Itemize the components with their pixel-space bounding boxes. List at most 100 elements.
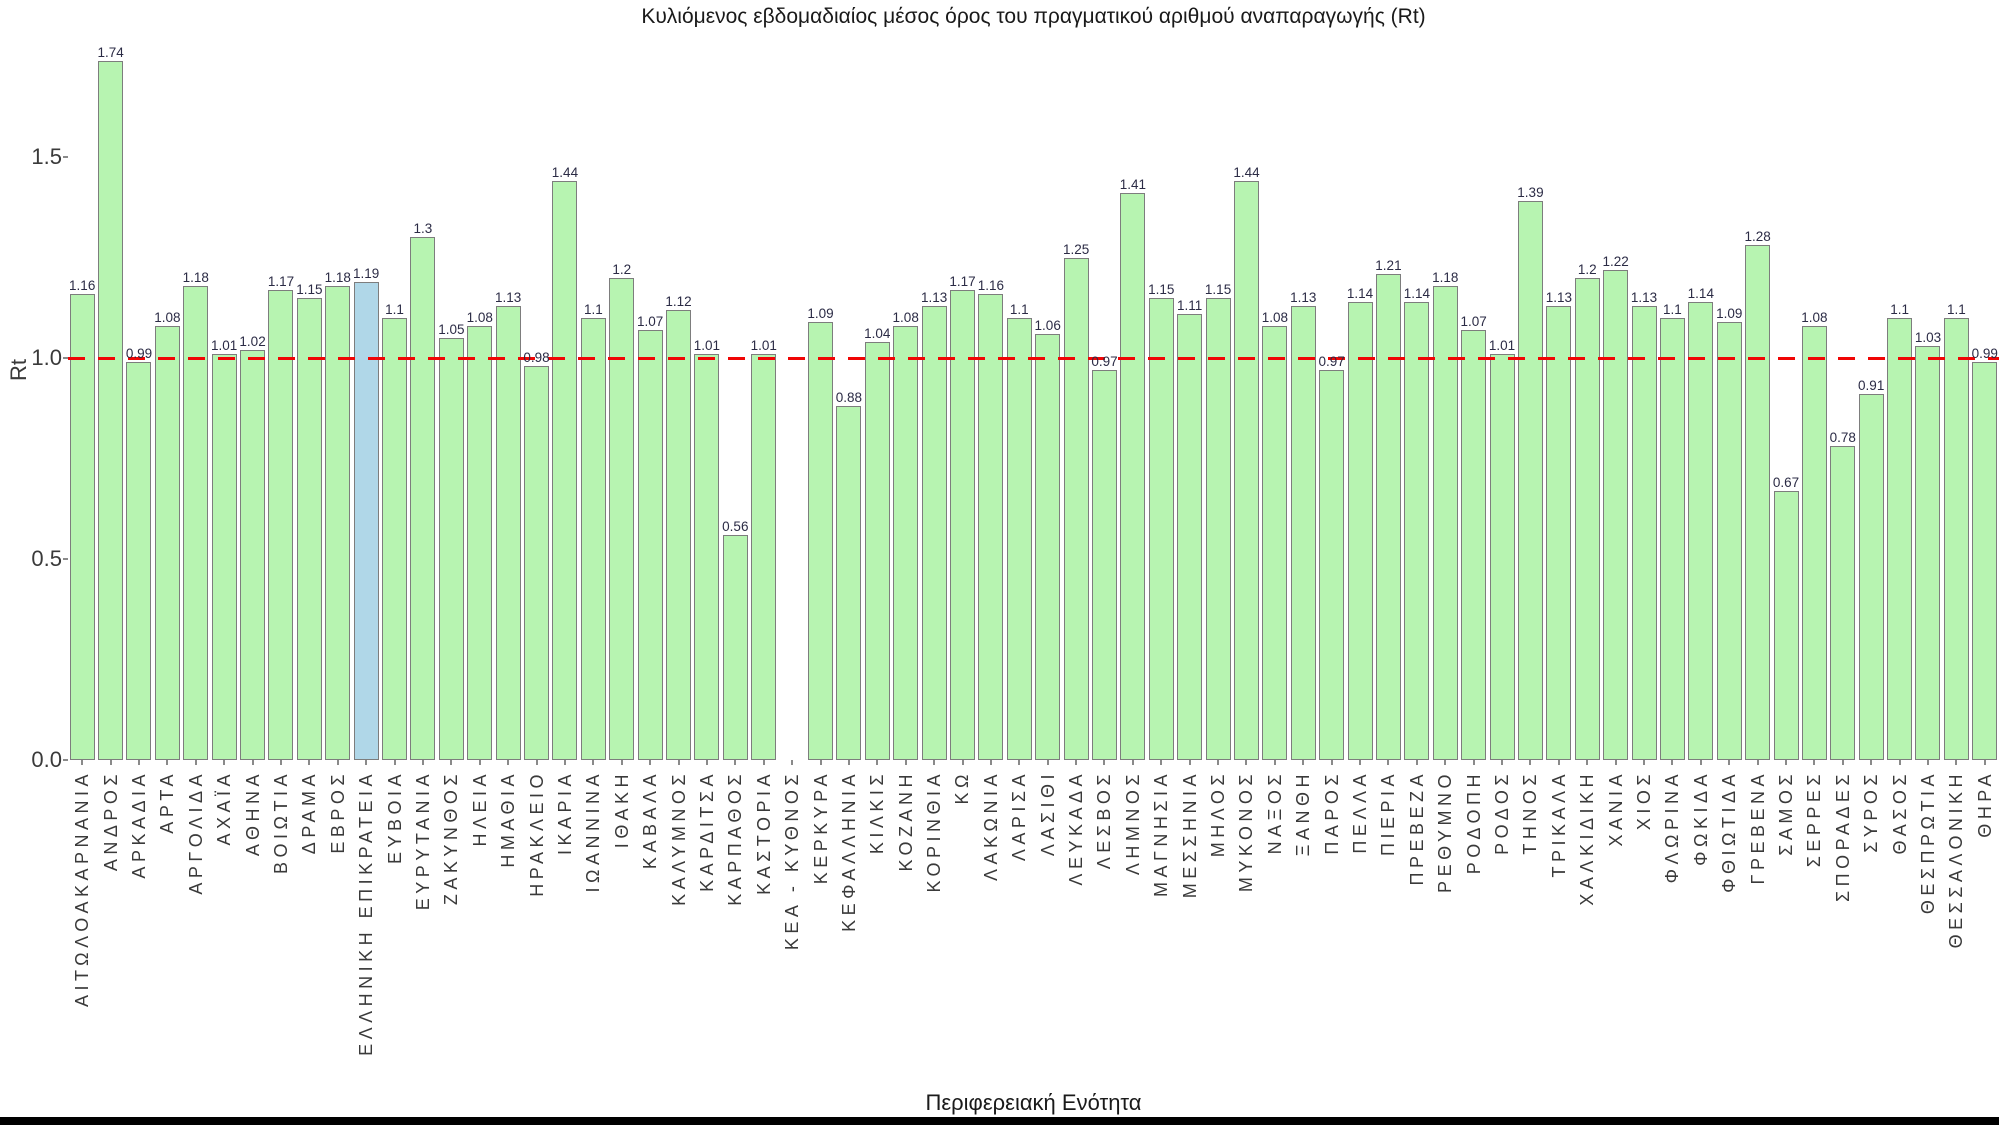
window-bottom-border (0, 1117, 1999, 1125)
x-category-label: ΤΗΝΟΣ (1520, 770, 1541, 855)
x-category-label: ΙΩΑΝΝΙΝΑ (583, 770, 604, 893)
bar-slot: 1.15 (295, 0, 323, 760)
bar-ΚΕΡΚΥΡΑ (808, 321, 833, 760)
x-label-slot: ΚΟΡΙΝΘΙΑ (920, 770, 948, 1090)
x-tick-mark (1075, 760, 1078, 765)
x-tick-mark (592, 760, 595, 765)
x-category-label: ΚΙΛΚΙΣ (867, 770, 888, 855)
bar-slot: 1.13 (494, 0, 522, 760)
bar-value-label: 1.09 (807, 305, 834, 321)
bar-slot: 0.67 (1772, 0, 1800, 760)
x-category-label: ΑΡΚΑΔΙΑ (128, 770, 149, 879)
bar-slot: 1.13 (1545, 0, 1573, 760)
bar-slot: 1.05 (437, 0, 465, 760)
bar-slot: 1.2 (1573, 0, 1601, 760)
x-tick-mark (791, 760, 794, 765)
x-category-label: ΖΑΚΥΝΘΟΣ (441, 770, 462, 906)
bar-slot: 1.11 (1175, 0, 1203, 760)
bar-slot: 0.98 (522, 0, 550, 760)
bar-value-label: 1.74 (97, 44, 124, 60)
x-category-label: ΘΕΣΣΑΛΟΝΙΚΗ (1946, 770, 1967, 949)
x-label-slot: ΛΗΜΝΟΣ (1119, 770, 1147, 1090)
x-category-label: ΛΕΣΒΟΣ (1094, 770, 1115, 870)
x-label-slot: ΑΡΚΑΔΙΑ (125, 770, 153, 1090)
bar-slot: 1.1 (1005, 0, 1033, 760)
bar-slot: 1.13 (1289, 0, 1317, 760)
x-tick-mark (1387, 760, 1390, 765)
x-label-slot: ΜΗΛΟΣ (1204, 770, 1232, 1090)
x-tick-mark (137, 760, 140, 765)
bar-ΣΥΡΟΣ (1858, 394, 1884, 760)
x-label-slot: ΡΕΘΥΜΝΟ (1431, 770, 1459, 1090)
bar-slot: 0.99 (125, 0, 153, 760)
bar-value-label: 1.1 (1009, 301, 1029, 317)
bar-value-label: 0.56 (722, 518, 749, 534)
x-label-slot: ΝΑΞΟΣ (1261, 770, 1289, 1090)
x-tick-mark (1131, 760, 1134, 765)
bar-ΗΜΑΘΙΑ (495, 305, 521, 760)
bar-ΚΑΒΑΛΑ (637, 329, 663, 760)
bar-value-label: 1.3 (413, 221, 433, 237)
bar-ΠΑΡΟΣ (1319, 370, 1345, 760)
bar-ΙΚΑΡΙΑ (552, 181, 578, 760)
bar-ΤΡΙΚΑΛΑ (1546, 305, 1572, 760)
x-tick-mark (1046, 760, 1049, 765)
bar-value-label: 1.1 (1947, 301, 1966, 317)
x-label-slot: ΙΩΑΝΝΙΝΑ (579, 770, 607, 1090)
x-category-label: ΠΡΕΒΕΖΑ (1406, 770, 1427, 886)
bar-slot: 0.97 (1090, 0, 1118, 760)
x-category-label: ΕΛΛΗΝΙΚΗ ΕΠΙΚΡΑΤΕΙΑ (356, 770, 377, 1056)
bar-value-label: 1.01 (750, 337, 777, 353)
bar-ΖΑΚΥΝΘΟΣ (438, 337, 464, 760)
x-category-label: ΧΑΛΚΙΔΙΚΗ (1577, 770, 1598, 906)
bar-value-label: 0.67 (1772, 474, 1800, 490)
bar-ΙΘΑΚΗ (609, 277, 635, 760)
x-label-slot: ΑΘΗΝΑ (238, 770, 266, 1090)
x-category-label: ΛΑΣΙΘΙ (1037, 770, 1058, 857)
x-label-slot: ΚΑΒΑΛΑ (636, 770, 664, 1090)
x-tick-mark (1756, 760, 1759, 765)
x-label-slot: ΚΑΡΔΙΤΣΑ (693, 770, 721, 1090)
bar-slot: 1.28 (1743, 0, 1771, 760)
bar-slot: 1.17 (948, 0, 976, 760)
x-label-slot: ΣΠΟΡΑΔΕΣ (1829, 770, 1857, 1090)
x-tick-mark (563, 760, 566, 765)
bar-slot: 0.78 (1829, 0, 1857, 760)
bar-value-label: 1.39 (1517, 185, 1544, 201)
bar-value-label: 1.08 (466, 309, 493, 325)
x-label-slot: ΔΡΑΜΑ (295, 770, 323, 1090)
bar-value-label: 1.41 (1119, 177, 1147, 193)
bar-ΜΥΚΟΝΟΣ (1233, 181, 1259, 760)
bar-slot: 1.17 (267, 0, 295, 760)
x-label-slot: ΧΑΝΙΑ (1601, 770, 1629, 1090)
x-label-slot: ΚΑΣΤΟΡΙΑ (750, 770, 778, 1090)
bar-slot: 1.39 (1516, 0, 1544, 760)
bar-ΕΛΛΗΝΙΚΗ ΕΠΙΚΡΑΤΕΙΑ (353, 281, 379, 760)
bar-value-label: 1.08 (154, 309, 181, 325)
bar-ΓΡΕΒΕΝΑ (1745, 245, 1771, 760)
x-tick-mark (1359, 760, 1362, 765)
x-tick-mark (1586, 760, 1589, 765)
x-tick-mark (762, 760, 765, 765)
x-category-label: ΠΕΛΛΑ (1350, 770, 1371, 854)
x-category-label: ΘΕΣΠΡΩΤΙΑ (1917, 770, 1938, 915)
bar-value-label: 1.2 (612, 261, 632, 277)
bar-ΚΟΡΙΝΘΙΑ (921, 305, 947, 760)
bar-ΚΩ (949, 289, 975, 760)
bar-slot: 1.13 (920, 0, 948, 760)
x-tick-mark (1415, 760, 1418, 765)
x-label-slot: ΕΛΛΗΝΙΚΗ ΕΠΙΚΡΑΤΕΙΑ (352, 770, 380, 1090)
chart-title: Κυλιόμενος εβδομαδιαίος μέσος όρος του π… (641, 5, 1426, 28)
x-label-slot: ΘΕΣΣΑΛΟΝΙΚΗ (1942, 770, 1970, 1090)
x-category-label: ΚΑΣΤΟΡΙΑ (753, 770, 774, 895)
x-label-slot: ΧΙΟΣ (1630, 770, 1658, 1090)
bar-slot: 1.07 (636, 0, 664, 760)
bar-value-label: 1.01 (211, 337, 238, 353)
x-tick-mark (1785, 760, 1788, 765)
bar-slot: 1.04 (863, 0, 891, 760)
x-category-label: ΚΑΒΑΛΑ (640, 770, 661, 870)
x-tick-mark (620, 760, 623, 765)
bar-slot: 1.3 (409, 0, 437, 760)
x-label-slot: ΚΕΑ - ΚΥΘΝΟΣ (778, 770, 806, 1090)
bar-slot: 1.12 (664, 0, 692, 760)
